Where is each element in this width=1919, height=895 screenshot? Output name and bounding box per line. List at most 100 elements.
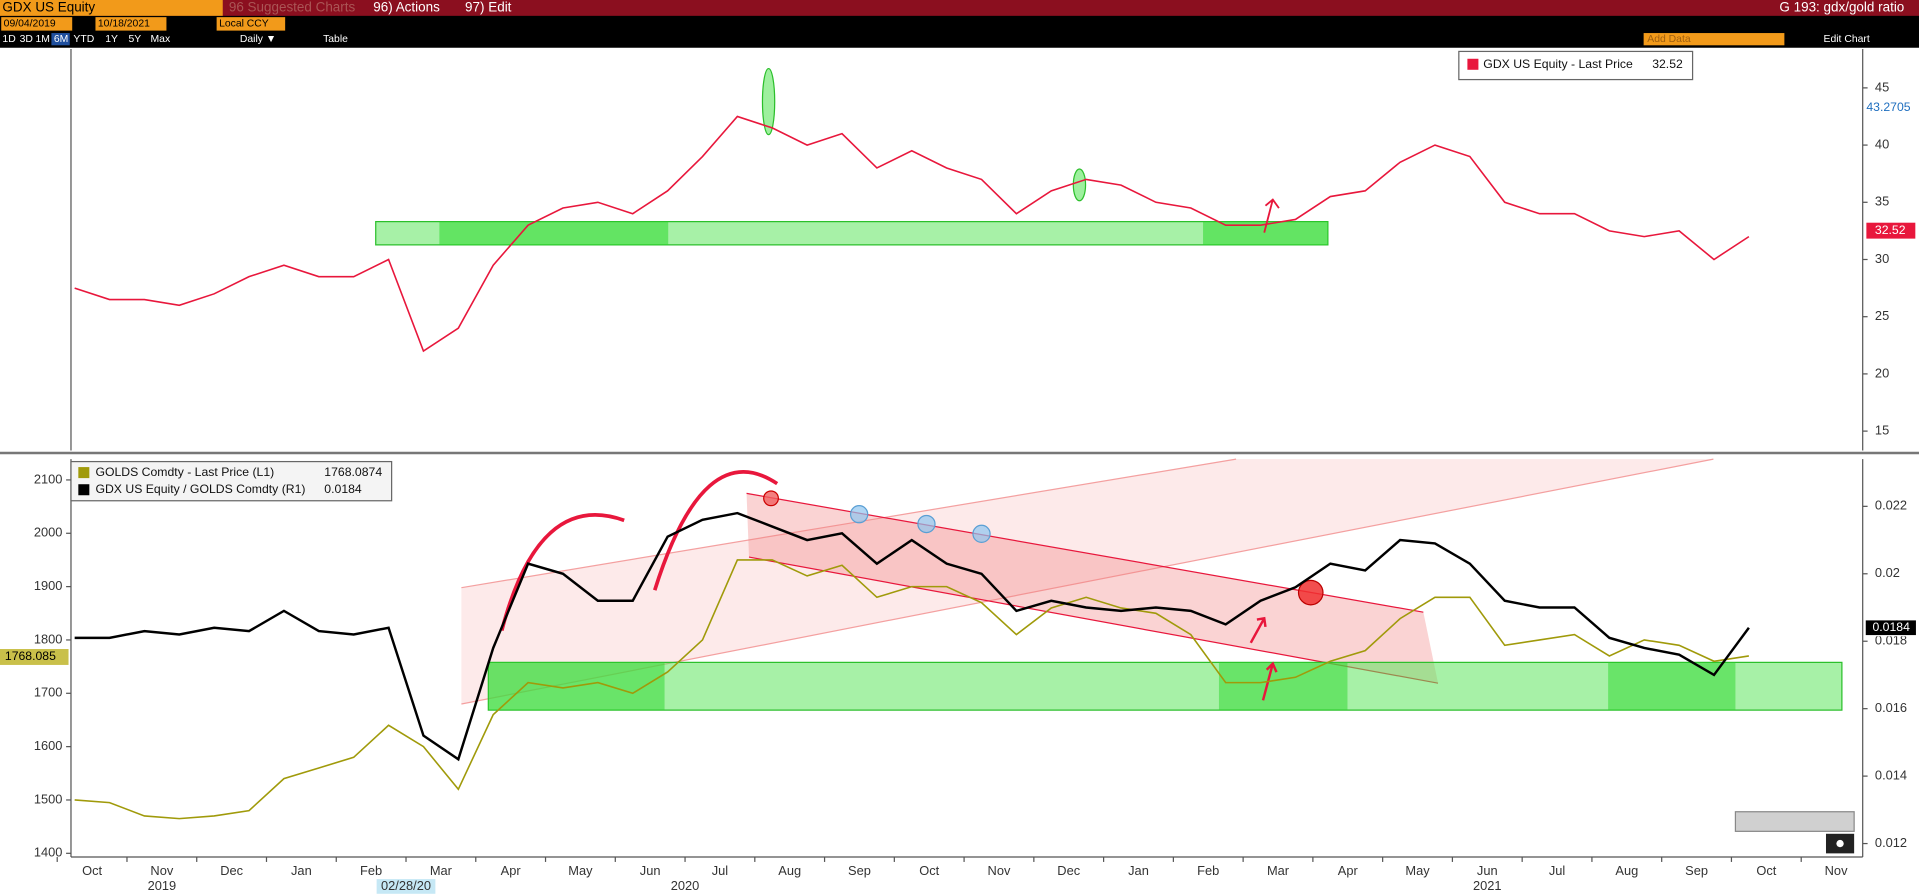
marker-circle — [972, 524, 991, 543]
edit-menu[interactable]: 97) Edit — [465, 0, 512, 15]
table-button[interactable]: Table — [323, 34, 348, 45]
series-line — [74, 559, 1750, 820]
x-tick-label: Feb — [360, 863, 382, 878]
last-value-box — [1866, 222, 1916, 239]
period-button[interactable]: 6M — [54, 34, 68, 45]
period-button[interactable]: YTD — [73, 34, 94, 45]
x-sublabel: 2021 — [1473, 878, 1502, 893]
last-value-label: 0.0184 — [1872, 620, 1910, 634]
y-tick-label: 1500 — [34, 791, 63, 806]
x-tick-label: Jun — [640, 863, 661, 878]
period-button[interactable]: 3D — [20, 34, 33, 45]
y2-tick-label: 0.016 — [1875, 700, 1907, 715]
y2-tick-label: 0.014 — [1875, 768, 1907, 783]
arrow — [1249, 616, 1267, 644]
last-value-box — [0, 649, 69, 665]
y2-tick-label: 0.012 — [1875, 835, 1907, 850]
actions-menu[interactable]: 96) Actions — [373, 0, 440, 15]
period-button[interactable]: 1M — [35, 34, 49, 45]
support-zone — [439, 221, 669, 245]
x-tick-label: Dec — [220, 863, 243, 878]
y-tick-label: 40 — [1875, 136, 1889, 151]
period-button[interactable]: 1Y — [105, 34, 118, 45]
x-tick-label: Dec — [1057, 863, 1080, 878]
arrow — [1263, 198, 1280, 233]
series-line — [74, 115, 1750, 353]
edit-chart[interactable]: Edit Chart — [1824, 34, 1870, 45]
security-field[interactable] — [0, 0, 223, 16]
down-channel — [746, 493, 1439, 684]
legend-swatch — [78, 467, 90, 479]
y-tick-label: 35 — [1875, 194, 1889, 209]
start-date[interactable]: 09/04/2019 — [4, 19, 56, 30]
support-zone — [1608, 662, 1736, 711]
y-tick-label: 1600 — [34, 738, 63, 753]
y2-tick-label: 0.02 — [1875, 565, 1900, 580]
y2-tick-label: 0.022 — [1875, 498, 1907, 513]
end-date-field[interactable] — [95, 17, 167, 31]
highlight-ellipse — [1072, 168, 1087, 202]
x-tick-label: Jul — [1549, 863, 1565, 878]
x-sublabel: 02/28/20 — [381, 878, 431, 893]
x-tick-label: May — [568, 863, 593, 878]
y-tick-label: 1700 — [34, 685, 63, 700]
y-tick-label: 25 — [1875, 308, 1889, 323]
period-buttons: 1D 3D 1M 6M YTD 1Y 5Y Max — [2, 33, 171, 46]
marker-circle — [849, 505, 869, 524]
x-tick-label: Mar — [430, 863, 453, 878]
legend — [1458, 50, 1694, 81]
legend-value: 32.52 — [1652, 57, 1683, 71]
chart-tools[interactable] — [1734, 811, 1855, 832]
x-tick-label: Jul — [712, 863, 728, 878]
x-tick-label: Apr — [501, 863, 522, 878]
y-tick-label: 1800 — [34, 631, 63, 646]
arc-annotation — [653, 470, 779, 591]
x-sublabel: 2019 — [148, 878, 177, 893]
x-tick-label: Sep — [1685, 863, 1708, 878]
legend — [70, 460, 393, 502]
period-button[interactable]: 5Y — [129, 34, 142, 45]
x-tick-label: Apr — [1338, 863, 1359, 878]
x-tick-label: Oct — [82, 863, 102, 878]
security[interactable]: GDX US Equity — [2, 0, 95, 15]
period-button[interactable]: 1D — [2, 34, 15, 45]
currency[interactable]: Local CCY — [219, 19, 269, 30]
frequency[interactable]: Daily ▼ — [240, 34, 276, 45]
y-tick-label: 15 — [1875, 422, 1889, 437]
add-data-field[interactable] — [1643, 33, 1785, 46]
x-tick-label: Nov — [1825, 863, 1848, 878]
last-value-box — [1864, 619, 1918, 637]
page-title: G 193: gdx/gold ratio — [1779, 0, 1904, 15]
settings-icon — [1836, 839, 1844, 848]
y2-tick-label: 0.018 — [1875, 633, 1907, 648]
y-tick-label: 1400 — [34, 845, 63, 860]
active-period — [51, 33, 70, 46]
x-tick-label: Jan — [1128, 863, 1149, 878]
suggested-charts[interactable]: 96 Suggested Charts — [229, 0, 356, 15]
x-sublabel: 2020 — [671, 878, 700, 893]
y-tick-label: 45 — [1875, 79, 1889, 94]
x-tick-label: Nov — [988, 863, 1011, 878]
support-zone — [1203, 221, 1328, 245]
x-tick-label: Sep — [848, 863, 871, 878]
x-tick-label: Feb — [1197, 863, 1219, 878]
x-tick-label: May — [1405, 863, 1430, 878]
series-line — [74, 511, 1750, 762]
add-data[interactable]: Add Data — [1647, 34, 1691, 45]
period-button[interactable]: Max — [151, 34, 171, 45]
x-tick-label: Jan — [291, 863, 312, 878]
x-tick-label: Oct — [919, 863, 939, 878]
marker-circle — [763, 490, 779, 507]
high-value-label: 43.2705 — [1866, 100, 1910, 114]
x-tick-label: Jun — [1477, 863, 1498, 878]
legend-swatch — [1467, 58, 1479, 70]
x-tick-label: Nov — [150, 863, 173, 878]
last-value-label: 1768.085 — [5, 649, 56, 663]
legend-value: 1768.0874 — [324, 465, 382, 479]
support-zone — [1218, 662, 1348, 711]
legend-label: GDX US Equity - Last Price — [1483, 57, 1633, 71]
end-date[interactable]: 10/18/2021 — [98, 19, 150, 30]
start-date-field[interactable] — [1, 17, 73, 31]
currency-field[interactable] — [216, 17, 286, 31]
